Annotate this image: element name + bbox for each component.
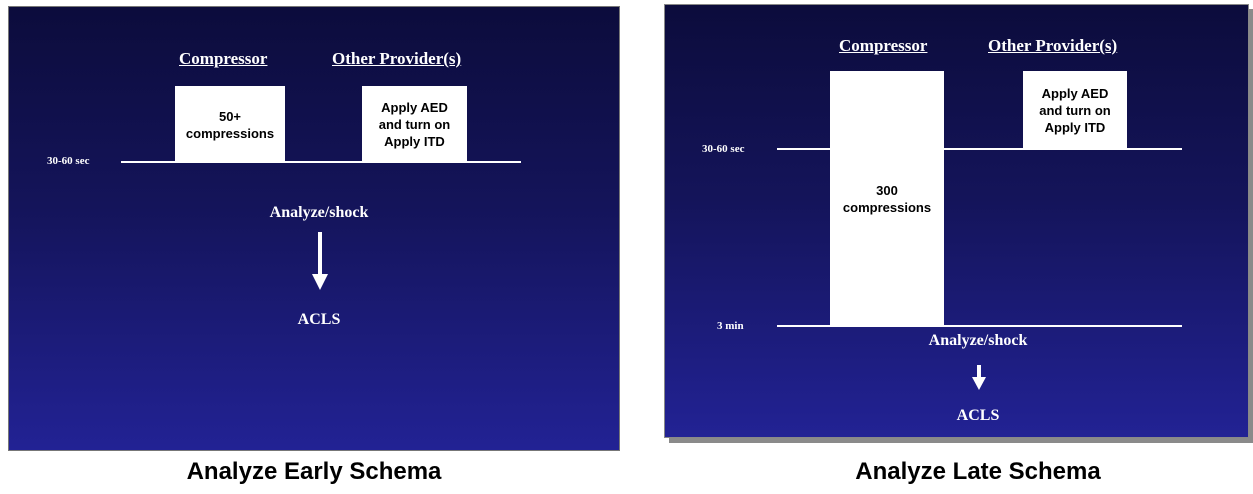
other-provider-box-text: Apply AED and turn on Apply ITD [1039,85,1111,135]
compressor-header: Compressor [179,49,268,68]
analyze-shock-label: Analyze/shock [269,204,369,221]
down-arrow-icon [972,365,986,390]
compressor-box: 50+ compressions [175,86,285,163]
other-provider-header: Other Provider(s) [988,36,1118,55]
compressor-box-text: 300 compressions [842,183,932,215]
time-label-30-60-sec: 30-60 sec [702,143,745,155]
analyze-shock-label: Analyze/shock [928,332,1028,349]
timeline-3-min [777,325,1182,327]
acls-label: ACLS [297,311,341,328]
other-provider-header: Other Provider(s) [332,49,462,68]
analyze-late-caption: Analyze Late Schema [855,458,1101,485]
time-label: 30-60 sec [47,155,90,167]
time-label-3-min: 3 min [717,320,744,332]
compressor-header: Compressor [839,36,928,55]
other-provider-box: Apply AED and turn on Apply ITD [362,86,467,163]
compressor-box-text: 50+ compressions [185,108,275,141]
acls-label: ACLS [956,407,1000,424]
analyze-late-slide: Compressor Other Provider(s) 300 compres… [664,4,1249,438]
other-provider-box: Apply AED and turn on Apply ITD [1023,71,1127,149]
down-arrow-icon [312,232,328,290]
timeline [121,161,521,163]
analyze-early-slide: Compressor Other Provider(s) 50+ compres… [8,6,620,451]
compressor-box: 300 compressions [830,71,944,327]
other-provider-box-text: Apply AED and turn on Apply ITD [378,100,451,149]
analyze-early-caption: Analyze Early Schema [186,458,442,485]
timeline-30-60-sec [777,148,1182,150]
